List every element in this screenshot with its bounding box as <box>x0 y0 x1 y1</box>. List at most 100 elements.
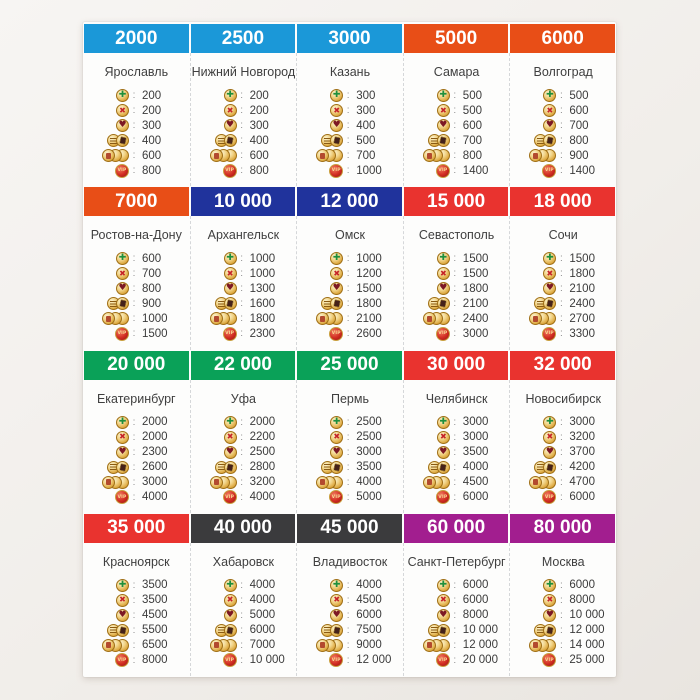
green-cross-coin-icon: ✚ <box>116 415 129 429</box>
banknote-coins-icon <box>427 460 450 474</box>
stat-row: ✖:200 <box>191 103 297 118</box>
stat-value: 200 <box>142 89 162 102</box>
stat-row: :2700 <box>510 311 616 326</box>
stat-value: 4000 <box>249 594 276 607</box>
stat-value: 3000 <box>142 476 168 488</box>
stat-row: ✚:4000 <box>297 578 403 593</box>
stat-list: ✚:1000 ✖:1000 ♥:1300 :1600 :1800 VIP:230… <box>191 251 297 341</box>
red-cross-coin-icon: ✖ <box>436 104 450 117</box>
stat-row: :2100 <box>297 311 403 326</box>
vip-coin-icon: VIP <box>115 653 129 668</box>
stat-row: ♥:800 <box>83 281 190 296</box>
stat-row: ♥:3700 <box>510 445 616 460</box>
stat-row: :600 <box>83 148 190 163</box>
heart-coin-icon: ♥ <box>223 282 237 296</box>
stat-value: 2300 <box>249 327 276 340</box>
stat-row: :6500 <box>83 638 190 653</box>
price-header: 6000 <box>510 24 615 53</box>
heart-coin-icon: ♥ <box>543 119 557 132</box>
price-header: 2500 <box>190 24 296 53</box>
stat-row: :1600 <box>191 296 297 311</box>
city-name: Севастополь <box>418 228 495 243</box>
banknote-coins-icon <box>321 460 344 474</box>
city-card: 7000 Ростов-на-Дону ✚:600 ✖:700 ♥:800 :9… <box>83 186 190 349</box>
stat-value: 1000 <box>142 312 168 325</box>
vip-coin-icon: VIP <box>542 163 557 178</box>
city-card: 2000 Ярославль ✚:200 ✖:200 ♥:300 :400 :6… <box>83 23 190 186</box>
card-grid: 2000 Ярославль ✚:200 ✖:200 ♥:300 :400 :6… <box>83 22 616 677</box>
coin-stack-icon <box>102 475 129 489</box>
banknote-coins-icon <box>534 623 557 637</box>
banknote-coins-icon <box>534 460 557 474</box>
stat-value: 700 <box>356 149 376 162</box>
stat-row: ✚:300 <box>297 88 403 103</box>
stat-row: ♥:4500 <box>83 608 190 623</box>
stat-row: ♥:1300 <box>191 281 297 296</box>
coin-stack-icon <box>422 312 450 326</box>
coin-stack-icon <box>102 312 129 326</box>
stat-value: 4200 <box>569 461 595 473</box>
stat-row: ✚:2000 <box>191 415 297 430</box>
stat-value: 2600 <box>142 461 168 473</box>
stat-row: ♥:3500 <box>404 445 510 460</box>
stat-row: ✚:1500 <box>510 251 616 266</box>
stat-value: 4700 <box>569 476 595 488</box>
vip-coin-icon: VIP <box>222 326 237 341</box>
stat-row: VIP:4000 <box>191 490 297 505</box>
stat-row: :1800 <box>191 311 297 326</box>
stat-value: 1500 <box>569 252 595 265</box>
stat-value: 3500 <box>462 446 489 458</box>
stat-value: 3000 <box>356 446 382 458</box>
city-card: 10 000 Архангельск ✚:1000 ✖:1000 ♥:1300 … <box>189 186 297 350</box>
stat-row: :600 <box>191 148 297 163</box>
red-cross-coin-icon: ✖ <box>543 593 557 607</box>
stat-value: 3000 <box>569 416 595 428</box>
stat-value: 600 <box>462 119 482 132</box>
stat-row: :500 <box>297 133 403 148</box>
stat-row: :3200 <box>191 475 297 490</box>
stat-row: :10 000 <box>404 623 510 638</box>
stat-row: VIP:25 000 <box>510 653 616 668</box>
stat-row: :4700 <box>510 475 616 490</box>
stat-row: :400 <box>83 133 190 148</box>
stat-value: 20 000 <box>462 654 498 667</box>
stat-value: 2400 <box>462 312 489 325</box>
banknote-coins-icon <box>107 623 129 637</box>
stat-list: ✚:200 ✖:200 ♥:300 :400 :600 VIP:800 <box>191 88 297 178</box>
heart-coin-icon: ♥ <box>116 608 129 622</box>
stat-row: VIP:1400 <box>510 163 616 178</box>
heart-coin-icon: ♥ <box>543 282 557 296</box>
coin-stack-icon <box>316 475 344 489</box>
stat-list: ✚:6000 ✖:6000 ♥:8000 :10 000 :12 000 VIP… <box>404 578 510 668</box>
vip-coin-icon: VIP <box>115 490 129 504</box>
heart-coin-icon: ♥ <box>116 445 129 459</box>
stat-row: ✚:200 <box>83 88 190 103</box>
green-cross-coin-icon: ✚ <box>436 578 450 592</box>
stat-list: ✚:2000 ✖:2200 ♥:2500 :2800 :3200 VIP:400… <box>191 415 297 505</box>
stat-row: :4000 <box>404 460 510 475</box>
price-header: 35 000 <box>84 513 189 543</box>
stat-row: VIP:20 000 <box>404 653 510 668</box>
coin-stack-icon <box>316 312 344 326</box>
city-card: 80 000 Москва ✚:6000 ✖:8000 ♥:10 000 :12… <box>509 513 616 676</box>
vip-coin-icon: VIP <box>542 326 557 341</box>
stat-row: ✖:4500 <box>297 593 403 608</box>
stat-row: ✚:2500 <box>297 415 403 430</box>
vip-coin-icon: VIP <box>435 653 450 668</box>
stat-row: ♥:6000 <box>297 608 403 623</box>
stat-value: 5000 <box>356 491 382 503</box>
price-header: 18 000 <box>510 187 615 217</box>
stat-value: 900 <box>569 149 589 162</box>
green-cross-coin-icon: ✚ <box>543 578 557 592</box>
green-cross-coin-icon: ✚ <box>436 252 450 266</box>
stat-row: VIP:12 000 <box>297 653 403 668</box>
stat-row: ♥:600 <box>404 118 510 133</box>
stat-row: VIP:1400 <box>404 163 510 178</box>
coin-stack-icon <box>529 638 557 652</box>
coin-stack-icon <box>316 149 344 163</box>
green-cross-coin-icon: ✚ <box>223 578 237 592</box>
stat-value: 1800 <box>462 282 489 295</box>
stat-row: ✖:4000 <box>191 593 297 608</box>
stat-value: 3200 <box>569 431 595 443</box>
stat-value: 1200 <box>356 267 382 280</box>
